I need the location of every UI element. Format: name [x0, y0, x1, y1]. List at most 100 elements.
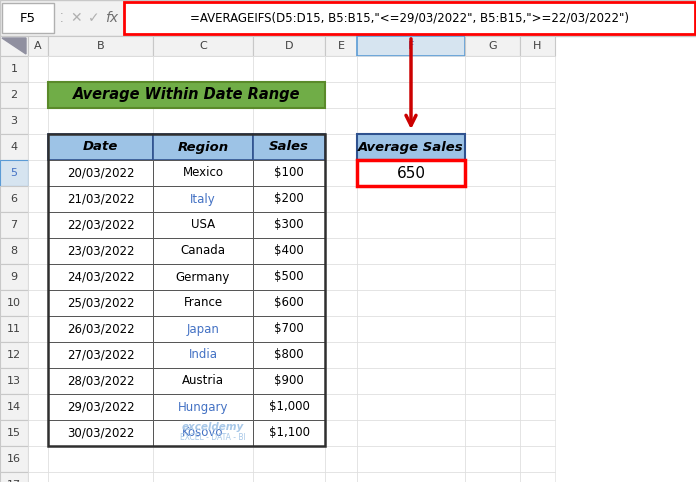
Bar	[465, 446, 520, 472]
Bar	[357, 264, 465, 290]
Text: exceldemy: exceldemy	[182, 422, 244, 432]
Bar	[0, 134, 28, 160]
Bar	[153, 394, 253, 420]
Bar	[28, 342, 48, 368]
Bar	[325, 316, 357, 342]
Bar	[465, 56, 520, 82]
Bar	[153, 420, 253, 446]
Bar	[253, 394, 325, 420]
Bar	[253, 420, 325, 446]
Bar	[465, 212, 520, 238]
Text: 12: 12	[7, 350, 21, 360]
Text: Date: Date	[83, 140, 118, 153]
Bar	[253, 160, 325, 186]
Text: India: India	[189, 348, 217, 362]
Bar	[465, 160, 520, 186]
Bar	[48, 238, 153, 264]
Bar	[520, 316, 555, 342]
Text: $1,100: $1,100	[269, 427, 310, 440]
Text: $600: $600	[274, 296, 304, 309]
Bar	[253, 394, 325, 420]
Bar	[465, 134, 520, 160]
Bar	[357, 160, 465, 186]
Text: Sales: Sales	[269, 140, 309, 153]
Text: H: H	[533, 41, 541, 51]
Text: Average Sales: Average Sales	[358, 140, 464, 153]
Bar	[48, 446, 153, 472]
Text: Kosovo: Kosovo	[182, 427, 223, 440]
Bar	[48, 394, 153, 420]
Text: $400: $400	[274, 244, 304, 257]
Bar	[465, 394, 520, 420]
Bar	[357, 134, 465, 160]
Bar	[153, 420, 253, 446]
Bar	[48, 394, 153, 420]
Bar	[28, 56, 48, 82]
Text: A: A	[34, 41, 42, 51]
Bar	[28, 420, 48, 446]
Bar	[153, 134, 253, 160]
Text: 26/03/2022: 26/03/2022	[67, 322, 134, 335]
Text: C: C	[199, 41, 207, 51]
Bar	[253, 446, 325, 472]
Bar	[28, 264, 48, 290]
Bar	[465, 290, 520, 316]
Text: $300: $300	[274, 218, 304, 231]
Text: 15: 15	[7, 428, 21, 438]
Bar	[28, 290, 48, 316]
Bar	[0, 446, 28, 472]
Bar	[465, 368, 520, 394]
Bar	[253, 290, 325, 316]
Bar	[153, 368, 253, 394]
Text: 13: 13	[7, 376, 21, 386]
Bar	[48, 212, 153, 238]
Bar	[357, 108, 465, 134]
Bar	[0, 290, 28, 316]
Bar	[253, 212, 325, 238]
Bar	[0, 342, 28, 368]
Bar	[520, 134, 555, 160]
Bar	[0, 82, 28, 108]
Bar	[48, 420, 153, 446]
Text: ✓: ✓	[88, 11, 100, 25]
Bar	[48, 186, 153, 212]
Bar	[253, 316, 325, 342]
Text: 24/03/2022: 24/03/2022	[67, 270, 134, 283]
Bar	[520, 446, 555, 472]
Bar	[28, 108, 48, 134]
Text: ✕: ✕	[70, 11, 82, 25]
Bar	[253, 134, 325, 160]
Bar	[28, 36, 48, 56]
Bar	[0, 56, 28, 82]
Bar	[357, 472, 465, 482]
Text: B: B	[97, 41, 104, 51]
Text: 8: 8	[10, 246, 17, 256]
Text: $900: $900	[274, 375, 304, 388]
Text: 21/03/2022: 21/03/2022	[67, 192, 134, 205]
Bar	[0, 394, 28, 420]
Bar	[153, 446, 253, 472]
Text: 23/03/2022: 23/03/2022	[67, 244, 134, 257]
Text: 9: 9	[10, 272, 17, 282]
Text: USA: USA	[191, 218, 215, 231]
Bar	[325, 290, 357, 316]
Bar	[0, 0, 696, 36]
Bar	[28, 368, 48, 394]
Bar	[253, 316, 325, 342]
Text: Austria: Austria	[182, 375, 224, 388]
Bar	[357, 186, 465, 212]
Bar	[253, 36, 325, 56]
Bar	[48, 160, 153, 186]
Bar	[325, 108, 357, 134]
Text: 27/03/2022: 27/03/2022	[67, 348, 134, 362]
Bar	[48, 290, 153, 316]
Text: D: D	[285, 41, 293, 51]
Text: EXCEL - DATA - BI: EXCEL - DATA - BI	[180, 433, 246, 442]
Text: Italy: Italy	[190, 192, 216, 205]
Text: 2: 2	[10, 90, 17, 100]
Bar	[357, 134, 465, 160]
Bar	[153, 316, 253, 342]
Text: 11: 11	[7, 324, 21, 334]
Bar	[465, 238, 520, 264]
Bar	[325, 420, 357, 446]
